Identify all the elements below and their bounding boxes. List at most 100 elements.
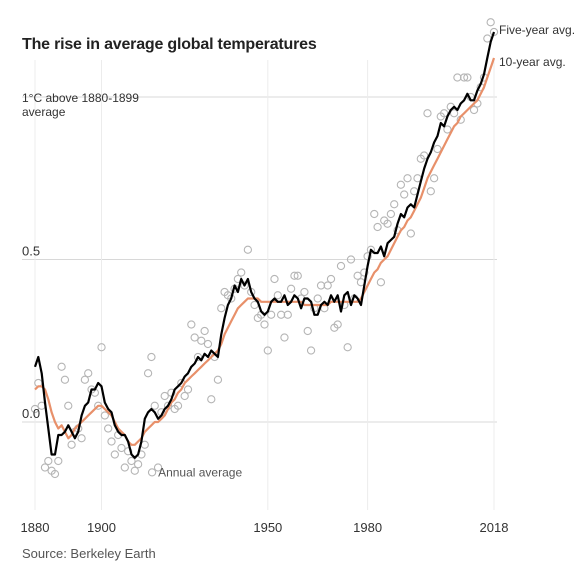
annual-point	[293, 271, 302, 280]
annual-point	[486, 18, 495, 27]
annual-point	[203, 339, 213, 349]
annual-point	[77, 434, 86, 443]
y-tick-label: 0.5	[22, 244, 40, 259]
annual-point	[403, 174, 412, 183]
annual-point	[280, 333, 289, 342]
annual-point	[396, 180, 406, 189]
annual-point	[50, 469, 60, 479]
annual-point	[243, 245, 253, 254]
annual-point	[459, 73, 469, 82]
y-tick-label: 1°C above 1880-1899	[22, 91, 139, 105]
annual-point	[400, 190, 409, 199]
annual-point	[187, 320, 196, 329]
annual-point	[386, 209, 396, 219]
annual-point	[127, 456, 136, 466]
annual-point	[426, 187, 435, 196]
annual-point	[217, 304, 226, 313]
annual-point	[237, 268, 246, 277]
annual-point	[273, 291, 282, 300]
annual-point	[64, 401, 73, 410]
annual-point	[104, 424, 113, 433]
annual-point	[213, 375, 223, 384]
annual-point	[283, 310, 292, 319]
y-tick-label-line2: average	[22, 105, 66, 119]
annual-point	[117, 443, 126, 453]
annual-point	[343, 343, 352, 352]
annual-point	[133, 460, 143, 469]
annual-point	[160, 391, 169, 401]
five-year-average-series	[33, 31, 496, 459]
annual-point	[110, 450, 119, 459]
x-tick-label: 1950	[253, 520, 282, 535]
annual-point	[150, 401, 159, 410]
annual-point	[336, 261, 346, 271]
annual-point	[143, 369, 153, 378]
annual-point	[449, 109, 459, 118]
x-tick-label: 1880	[21, 520, 50, 535]
annual-point	[97, 343, 106, 352]
x-tick-label: 2018	[480, 520, 509, 535]
x-tick-label: 1980	[353, 520, 382, 535]
annual-point	[100, 411, 109, 420]
annual-point	[200, 326, 209, 336]
annual-legend-point	[147, 468, 157, 477]
annual-point	[360, 268, 369, 277]
annual-point	[130, 466, 139, 475]
annual-point	[120, 463, 129, 472]
annual-point	[390, 200, 399, 209]
annual-point	[67, 440, 76, 449]
annual-point	[147, 352, 156, 362]
annual-point	[54, 456, 63, 466]
annual-point	[84, 369, 93, 378]
annual-point	[423, 109, 432, 118]
annual-point	[286, 284, 296, 293]
gridlines	[22, 60, 497, 510]
annual-point	[420, 151, 429, 160]
annual-point	[326, 274, 336, 284]
chart-title: The rise in average global temperatures	[22, 36, 317, 53]
annual-point	[173, 401, 183, 410]
annual-point	[260, 320, 269, 329]
annual-point	[433, 144, 442, 154]
annual-point	[270, 274, 279, 284]
annual-point	[190, 333, 199, 342]
annual-point	[363, 252, 372, 261]
annual-point	[197, 336, 206, 345]
source-note: Source: Berkeley Earth	[22, 546, 156, 561]
annual-point	[153, 463, 163, 472]
annual-point	[323, 281, 332, 290]
annual-point	[40, 463, 50, 472]
annual-point	[303, 326, 312, 336]
annual-point	[439, 109, 449, 118]
annual-point	[443, 125, 452, 134]
annual-point	[207, 395, 216, 404]
annual-point	[300, 287, 309, 297]
annual-point	[263, 346, 272, 355]
annotations: Annual average Five-year avg. 10-year avg.	[147, 23, 575, 479]
x-tick-label: 1900	[87, 520, 116, 535]
annual-point	[469, 105, 479, 115]
five-year-label: Five-year avg.	[499, 23, 575, 37]
annual-point	[463, 73, 472, 82]
y-tick-label: 0.0	[22, 406, 40, 421]
annual-point	[290, 271, 299, 280]
annual-point	[313, 294, 322, 303]
annual-point	[489, 27, 499, 37]
annual-point	[183, 385, 193, 394]
annual-point	[180, 391, 189, 401]
annual-point	[333, 320, 342, 329]
annual-point	[80, 375, 90, 384]
annual-point	[193, 352, 203, 362]
five-year-line	[33, 31, 496, 459]
annual-point	[57, 362, 66, 371]
annual-point	[376, 278, 386, 287]
annual-average-label: Annual average	[158, 465, 242, 479]
annual-point	[306, 346, 316, 355]
annual-point	[346, 255, 356, 264]
annual-average-points	[30, 18, 499, 479]
ten-year-label: 10-year avg.	[499, 55, 566, 69]
annual-point	[429, 174, 439, 183]
annual-point	[353, 271, 362, 280]
